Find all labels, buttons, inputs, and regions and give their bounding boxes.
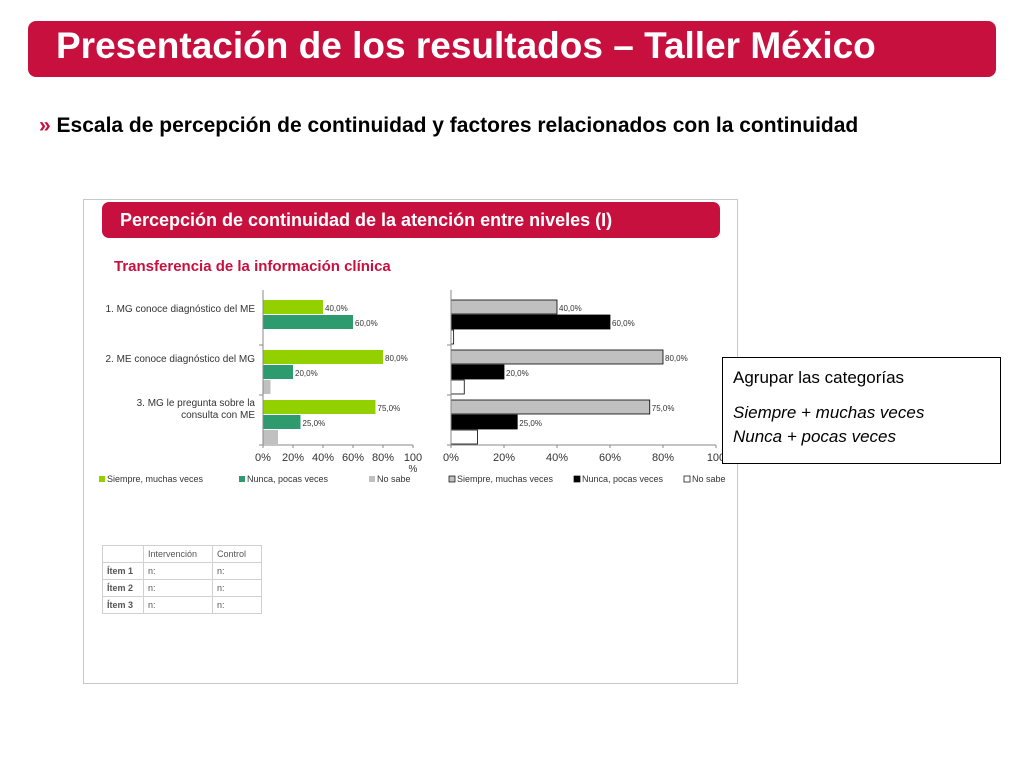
legend-label: No sabe bbox=[692, 474, 726, 484]
mini-table-cell: n: bbox=[212, 562, 262, 580]
mini-table-header-cell: Control bbox=[212, 545, 262, 563]
x-tick-label: 40% bbox=[312, 452, 334, 464]
table-row: Ítem 3 n: n: bbox=[102, 596, 262, 614]
mini-table-header-cell bbox=[102, 545, 144, 563]
x-tick-label: 20% bbox=[282, 452, 304, 464]
bar bbox=[450, 364, 505, 380]
data-label: 25,0% bbox=[519, 419, 542, 428]
mini-table: Intervención Control Ítem 1 n: n: Ítem 2… bbox=[102, 545, 262, 614]
bar bbox=[450, 299, 558, 315]
data-label: 80,0% bbox=[665, 354, 688, 363]
note-line-italic: Nunca + pocas veces bbox=[733, 427, 897, 446]
mini-table-header-cell: Intervención bbox=[143, 545, 213, 563]
data-label: 75,0% bbox=[378, 404, 401, 413]
bar bbox=[450, 429, 478, 445]
legend-swatch bbox=[448, 475, 456, 483]
x-tick-label: 20% bbox=[493, 452, 515, 464]
chart-left: 1. MG conoce diagnóstico del ME 2. ME con… bbox=[99, 290, 422, 484]
mini-table-cell: n: bbox=[212, 596, 262, 614]
note-line-italic: Siempre + muchas veces bbox=[733, 403, 925, 422]
bar bbox=[450, 414, 518, 430]
bar bbox=[450, 349, 664, 365]
x-tick-label: 0% bbox=[443, 452, 459, 464]
chart-panel: Percepción de continuidad de la atención… bbox=[83, 199, 738, 684]
mini-table-header-row: Intervención Control bbox=[102, 545, 262, 563]
chart-right: 40,0% 80,0% 75,0% 60,0% 20,0% 25,0% 0% 20% 40% 60… bbox=[443, 290, 726, 484]
x-tick-label: 80% bbox=[652, 452, 674, 464]
section-heading-text: Escala de percepción de continuidad y fa… bbox=[56, 114, 859, 137]
bar bbox=[263, 315, 353, 329]
category-label: 2. ME conoce diagnóstico del MG bbox=[105, 354, 255, 365]
bar bbox=[263, 430, 278, 444]
x-tick-label: 100 bbox=[404, 452, 422, 464]
bar bbox=[450, 314, 611, 330]
data-label: 20,0% bbox=[295, 369, 318, 378]
data-label: 40,0% bbox=[559, 304, 582, 313]
x-tick-label: 0% bbox=[255, 452, 271, 464]
data-label: 20,0% bbox=[506, 369, 529, 378]
bar bbox=[263, 350, 383, 364]
bar bbox=[263, 400, 376, 414]
data-label: 60,0% bbox=[612, 319, 635, 328]
legend-label: Nunca, pocas veces bbox=[582, 474, 664, 484]
x-tick-label: 60% bbox=[342, 452, 364, 464]
page-title: Presentación de los resultados – Taller … bbox=[56, 25, 876, 66]
legend-label: No sabe bbox=[377, 474, 411, 484]
bar bbox=[263, 415, 301, 429]
legend-swatch bbox=[369, 476, 375, 482]
x-tick-label: 40% bbox=[546, 452, 568, 464]
legend-swatch bbox=[573, 475, 581, 483]
section-heading: » Escala de percepción de continuidad y … bbox=[39, 111, 869, 140]
table-row: Ítem 2 n: n: bbox=[102, 579, 262, 597]
x-axis-label: % bbox=[409, 464, 418, 475]
category-label: consulta con ME bbox=[181, 410, 255, 421]
panel-header: Percepción de continuidad de la atención… bbox=[102, 202, 720, 238]
title-bar: Presentación de los resultados – Taller … bbox=[28, 21, 996, 77]
data-label: 40,0% bbox=[325, 304, 348, 313]
mini-table-cell: n: bbox=[143, 562, 213, 580]
x-tick-label: 100 bbox=[707, 452, 725, 464]
chart-subtitle: Transferencia de la información clínica bbox=[114, 258, 391, 275]
mini-table-cell: Ítem 3 bbox=[102, 596, 144, 614]
legend-swatch bbox=[239, 476, 245, 482]
bar bbox=[450, 379, 465, 395]
mini-table-cell: n: bbox=[143, 579, 213, 597]
table-row: Ítem 1 n: n: bbox=[102, 562, 262, 580]
legend-swatch bbox=[683, 475, 691, 483]
bar bbox=[263, 380, 271, 394]
legend-label: Siempre, muchas veces bbox=[107, 474, 204, 484]
bar bbox=[450, 399, 651, 415]
mini-table-cell: Ítem 1 bbox=[102, 562, 144, 580]
legend-label: Nunca, pocas veces bbox=[247, 474, 329, 484]
panel-title: Percepción de continuidad de la atención… bbox=[120, 210, 613, 230]
legend-label: Siempre, muchas veces bbox=[457, 474, 554, 484]
data-label: 80,0% bbox=[385, 354, 408, 363]
mini-table-cell: n: bbox=[143, 596, 213, 614]
bullet-marker: » bbox=[39, 114, 51, 137]
data-label: 25,0% bbox=[303, 419, 326, 428]
mini-table-cell: Ítem 2 bbox=[102, 579, 144, 597]
x-tick-label: 80% bbox=[372, 452, 394, 464]
data-label: 75,0% bbox=[652, 404, 675, 413]
data-label: 60,0% bbox=[355, 319, 378, 328]
category-label: 1. MG conoce diagnóstico del ME bbox=[105, 304, 255, 315]
note-box: Agrupar las categorías Siempre + muchas … bbox=[722, 357, 1001, 464]
note-line: Agrupar las categorías bbox=[733, 368, 905, 387]
legend-swatch bbox=[99, 476, 105, 482]
bar bbox=[263, 365, 293, 379]
bar bbox=[263, 300, 323, 314]
category-label: 3. MG le pregunta sobre la bbox=[137, 398, 256, 409]
mini-table-cell: n: bbox=[212, 579, 262, 597]
x-tick-label: 60% bbox=[599, 452, 621, 464]
